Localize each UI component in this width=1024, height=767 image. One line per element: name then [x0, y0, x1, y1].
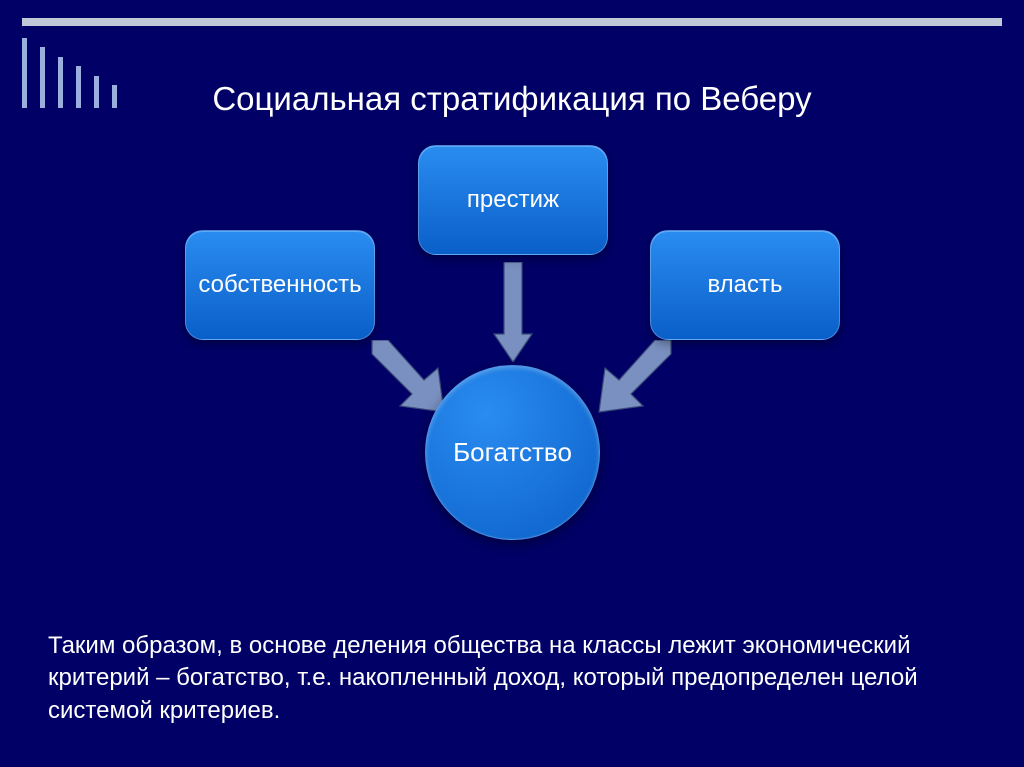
node-wealth: Богатство [425, 365, 600, 540]
node-label: собственность [198, 271, 361, 299]
node-label: власть [707, 271, 782, 299]
node-property: собственность [185, 230, 375, 340]
arrow-prestige-to-wealth [488, 262, 538, 367]
node-label: Богатство [453, 437, 572, 468]
node-power: власть [650, 230, 840, 340]
conclusion-text: Таким образом, в основе деления общества… [48, 630, 976, 727]
arrow-power-to-wealth [595, 340, 675, 423]
node-prestige: престиж [418, 145, 608, 255]
node-label: престиж [467, 186, 559, 214]
